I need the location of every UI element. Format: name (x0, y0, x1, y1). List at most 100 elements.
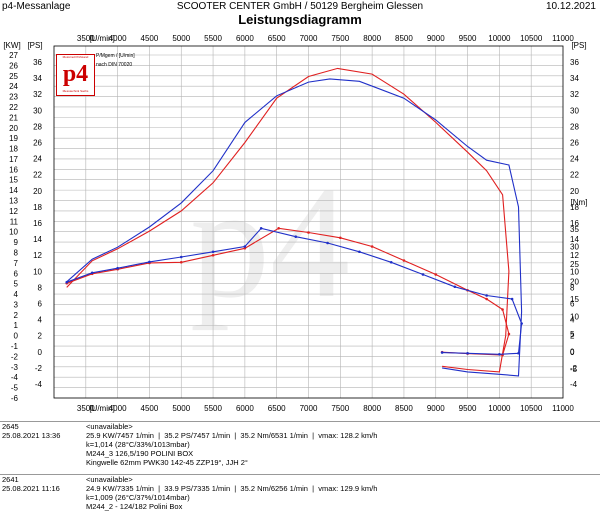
ps-tick-label-left: 20 (33, 187, 42, 196)
x-tick-label-bottom: 9500 (459, 404, 477, 413)
x-tick-label-bottom: 3500 (77, 404, 95, 413)
x-tick-label-top: 8000 (363, 34, 381, 43)
divider (0, 421, 600, 422)
ps-tick-label-right: 24 (570, 155, 579, 164)
run-summary: 24.9 KW/7335 1/min | 33.9 PS/7335 1/min … (86, 484, 378, 493)
divider (0, 474, 600, 475)
nm-tick-label: 30 (570, 243, 579, 252)
series-point (501, 308, 504, 311)
series-point (211, 250, 215, 254)
meta-line: nach DIN 70020 (96, 62, 133, 68)
ps-tick-label-right: 18 (570, 203, 579, 212)
kw-tick-label: 10 (9, 228, 18, 237)
x-tick-label-top: 7500 (331, 34, 349, 43)
chart-axes: 3500350040004000450045005000500055005500… (3, 34, 587, 413)
nm-tick-label: 20 (570, 278, 579, 287)
series-point (116, 266, 119, 270)
series-group (65, 67, 523, 377)
run-notes: Kingwelle 62mm PWK30 142-45 ZZP19°, JJH … (86, 458, 248, 467)
ps-axis-unit-left: [PS] (27, 41, 42, 50)
x-tick-label-bottom: 6000 (236, 404, 254, 413)
run-setup: M244_2 - 124/182 Polini Box (86, 502, 183, 511)
run-unavailable: <unavailable> (86, 422, 133, 431)
kw-tick-label: 13 (9, 197, 18, 206)
x-axis-unit-top: [U/min] (89, 34, 114, 43)
kw-tick-label: 14 (9, 186, 18, 195)
kw-tick-label: 3 (14, 300, 19, 309)
x-tick-label-bottom: 7500 (331, 404, 349, 413)
series-point (326, 241, 329, 245)
ps-tick-label-right: 36 (570, 58, 579, 67)
ps-tick-label-right: 10 (570, 267, 579, 276)
ps-tick-label-right: 16 (570, 219, 579, 228)
kw-tick-label: -3 (11, 363, 19, 372)
series-line-2641-power (66, 78, 523, 377)
kw-tick-label: 21 (9, 113, 18, 122)
series-point (485, 297, 488, 301)
p4-logo: Motorrad Prüfstand p4 Messtechnik Sachs (56, 54, 95, 96)
series-point (65, 280, 69, 284)
run-date: 25.08.2021 11:16 (2, 484, 60, 493)
kw-tick-label: -1 (11, 342, 19, 351)
ps-tick-label-left: 32 (33, 90, 42, 99)
x-tick-label-bottom: 5500 (204, 404, 222, 413)
ps-tick-label-left: 18 (33, 203, 42, 212)
series-point (402, 259, 406, 262)
kw-tick-label: 19 (9, 134, 18, 143)
run-summary: 25.9 KW/7457 1/min | 35.2 PS/7457 1/min … (86, 431, 378, 440)
nm-tick-label: 15 (570, 295, 579, 304)
series-point (277, 227, 280, 230)
ps-tick-label-left: 6 (38, 300, 43, 309)
ps-tick-label-right: 14 (570, 235, 579, 244)
run-date: 25.08.2021 13:36 (2, 431, 61, 440)
series-point (453, 285, 457, 289)
series-point (510, 297, 514, 301)
kw-tick-label: -2 (11, 352, 19, 361)
series-point (148, 260, 151, 264)
power-chart: 3500350040004000450045005000500055005500… (3, 34, 587, 413)
ps-tick-label-left: -2 (35, 364, 43, 373)
series-point (440, 351, 444, 354)
series-point (517, 351, 520, 355)
series-point (507, 332, 511, 336)
x-tick-label-bottom: 8000 (363, 404, 381, 413)
app-name: p4-Messanlage (2, 1, 71, 12)
ps-tick-label-left: 2 (38, 332, 43, 341)
series-point (211, 253, 215, 257)
series-point (179, 260, 183, 264)
ps-tick-label-left: 14 (33, 235, 42, 244)
kw-tick-label: 27 (9, 51, 18, 60)
x-tick-label-bottom: 5000 (172, 404, 190, 413)
ps-tick-label-right: 20 (570, 187, 579, 196)
kw-tick-label: 0 (14, 332, 19, 341)
ps-tick-label-left: 24 (33, 155, 42, 164)
x-tick-label-top: 8500 (395, 34, 413, 43)
ps-tick-label-left: 36 (33, 58, 42, 67)
x-tick-label-bottom: 10500 (520, 404, 543, 413)
kw-tick-label: 11 (10, 217, 19, 226)
ps-tick-label-left: -4 (35, 380, 43, 389)
ps-tick-label-left: 30 (33, 106, 42, 115)
ps-tick-label-right: 22 (570, 171, 579, 180)
series-point (466, 351, 469, 355)
kw-tick-label: 8 (14, 248, 19, 257)
x-tick-label-top: 9000 (427, 34, 445, 43)
logo-caption-top: Motorrad Prüfstand (62, 55, 89, 59)
company-name: SCOOTER CENTER GmbH / 50129 Bergheim Gle… (176, 1, 424, 12)
ps-tick-label-right: 28 (570, 122, 579, 131)
kw-tick-label: 1 (14, 321, 19, 330)
kw-tick-label: 23 (9, 93, 18, 102)
run-unavailable: <unavailable> (86, 475, 133, 484)
x-tick-label-top: 9500 (459, 34, 477, 43)
x-tick-label-top: 11000 (552, 34, 574, 43)
ps-tick-label-left: 8 (38, 283, 43, 292)
series-point (389, 260, 393, 264)
kw-tick-label: 26 (9, 61, 18, 70)
plot-frame (53, 45, 564, 399)
nm-axis-unit: [Nm] (571, 198, 588, 207)
ps-tick-label-right: -2 (570, 364, 578, 373)
x-tick-label-top: 7000 (300, 34, 318, 43)
ps-tick-label-right: 2 (570, 332, 575, 341)
run-setup: M244_3 126,5/190 POLINI BOX (86, 449, 194, 458)
kw-tick-label: 5 (14, 280, 19, 289)
